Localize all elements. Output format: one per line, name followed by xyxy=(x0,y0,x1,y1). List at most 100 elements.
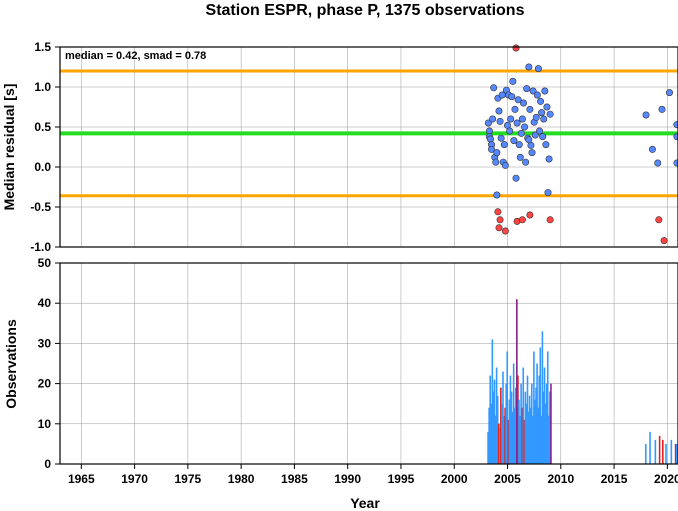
observation-bar xyxy=(503,415,505,464)
inlier-point xyxy=(533,91,541,99)
observation-bar xyxy=(649,431,651,464)
observation-bar xyxy=(539,347,542,464)
outlier-point xyxy=(496,216,504,224)
x-tick-label: 2020 xyxy=(654,472,678,486)
inlier-point xyxy=(540,115,548,123)
residual-points xyxy=(484,44,678,245)
observation-bar xyxy=(526,375,529,464)
observation-bar xyxy=(488,407,490,464)
inlier-point xyxy=(506,127,514,135)
inlier-point xyxy=(492,158,500,166)
observation-bar xyxy=(546,351,549,464)
observation-bar xyxy=(497,423,500,464)
observation-bar xyxy=(510,391,513,464)
observation-bar xyxy=(490,403,493,464)
observation-bar xyxy=(658,435,661,464)
inlier-point xyxy=(541,87,549,95)
observation-bar xyxy=(492,391,495,464)
observation-bar xyxy=(550,383,552,464)
y-tick-label: 10 xyxy=(38,417,52,431)
inlier-point xyxy=(493,149,501,157)
residual-y-axis-label: Median residual [s] xyxy=(1,84,17,211)
inlier-point xyxy=(510,137,518,145)
observation-bar xyxy=(501,403,503,464)
inlier-point xyxy=(488,145,496,153)
inlier-point xyxy=(521,123,529,131)
observation-bar xyxy=(534,399,536,464)
observation-bar xyxy=(670,439,673,464)
observations-panel-background xyxy=(60,263,678,464)
inlier-point xyxy=(526,105,534,113)
observation-bar xyxy=(536,363,538,464)
observation-bar xyxy=(530,383,533,464)
observation-bar xyxy=(491,339,494,464)
observation-bar xyxy=(654,439,657,464)
observation-bar xyxy=(676,443,678,464)
observation-bar xyxy=(496,395,499,464)
y-tick-label: 1.0 xyxy=(34,80,51,94)
inlier-point xyxy=(501,161,509,169)
x-tick-label: 1995 xyxy=(388,472,415,486)
inlier-point xyxy=(528,149,536,157)
inlier-point xyxy=(508,93,516,101)
observation-bar xyxy=(505,383,507,464)
inlier-point xyxy=(531,131,539,139)
x-tick-label: 1975 xyxy=(175,472,202,486)
observation-bars xyxy=(487,299,678,464)
observation-bar xyxy=(487,431,489,464)
residual-y-ticks: 1.5 1.0 0.5 0.0 -0.5 -1.0 xyxy=(30,40,60,254)
observation-bar xyxy=(548,415,550,464)
x-tick-label: 1990 xyxy=(334,472,361,486)
y-tick-label: 40 xyxy=(38,296,52,310)
outlier-point xyxy=(494,208,502,216)
residual-panel: 1.5 1.0 0.5 0.0 -0.5 -1.0 median = 0.42, smad… xyxy=(1,40,678,254)
observation-bar xyxy=(509,375,512,464)
observation-bar xyxy=(528,395,531,464)
residual-panel-frame xyxy=(59,46,678,248)
inlier-point xyxy=(673,121,678,129)
observation-bar xyxy=(521,407,523,464)
observation-bar xyxy=(508,399,511,464)
observation-bar xyxy=(493,379,496,464)
observation-bar xyxy=(511,411,514,464)
inlier-point xyxy=(665,89,673,97)
x-tick-label: 2000 xyxy=(441,472,468,486)
observation-bar xyxy=(516,299,518,464)
y-tick-label: -0.5 xyxy=(30,200,51,214)
observation-bar xyxy=(529,407,532,464)
inlier-point xyxy=(534,65,542,73)
y-tick-label: -1.0 xyxy=(30,240,51,254)
x-tick-label: 1965 xyxy=(68,472,95,486)
inlier-point xyxy=(544,189,552,197)
observation-bar xyxy=(502,371,504,464)
observation-bar xyxy=(665,443,667,464)
year-x-ticks: 1965 1970 1975 1980 1985 1990 1995 2000 2005 2010… xyxy=(68,464,678,486)
observations-y-ticks: 50 40 30 20 10 0 xyxy=(38,256,60,471)
inlier-point xyxy=(497,134,505,142)
inlier-point xyxy=(507,115,515,123)
y-tick-label: 20 xyxy=(38,377,52,391)
outlier-point xyxy=(501,227,509,235)
inlier-point xyxy=(522,158,530,166)
x-tick-label: 2015 xyxy=(601,472,628,486)
x-tick-label: 1970 xyxy=(121,472,148,486)
inlier-point xyxy=(537,97,545,105)
inlier-point xyxy=(490,84,498,92)
inlier-point xyxy=(509,77,517,85)
observation-bar xyxy=(540,415,543,464)
inlier-point xyxy=(532,113,540,121)
chart-title: Station ESPR, phase P, 1375 observations xyxy=(206,2,525,19)
observation-bar xyxy=(500,387,502,464)
median-annotation: median = 0.42, smad = 0.78 xyxy=(65,50,206,62)
observation-bar xyxy=(498,427,501,464)
inlier-point xyxy=(486,135,494,143)
inlier-point xyxy=(529,87,537,95)
inlier-point xyxy=(515,141,523,149)
residual-panel-background xyxy=(60,47,678,247)
inlier-point xyxy=(493,191,501,199)
inlier-point xyxy=(519,99,527,107)
observation-bar xyxy=(544,403,547,464)
observation-bar xyxy=(520,383,522,464)
